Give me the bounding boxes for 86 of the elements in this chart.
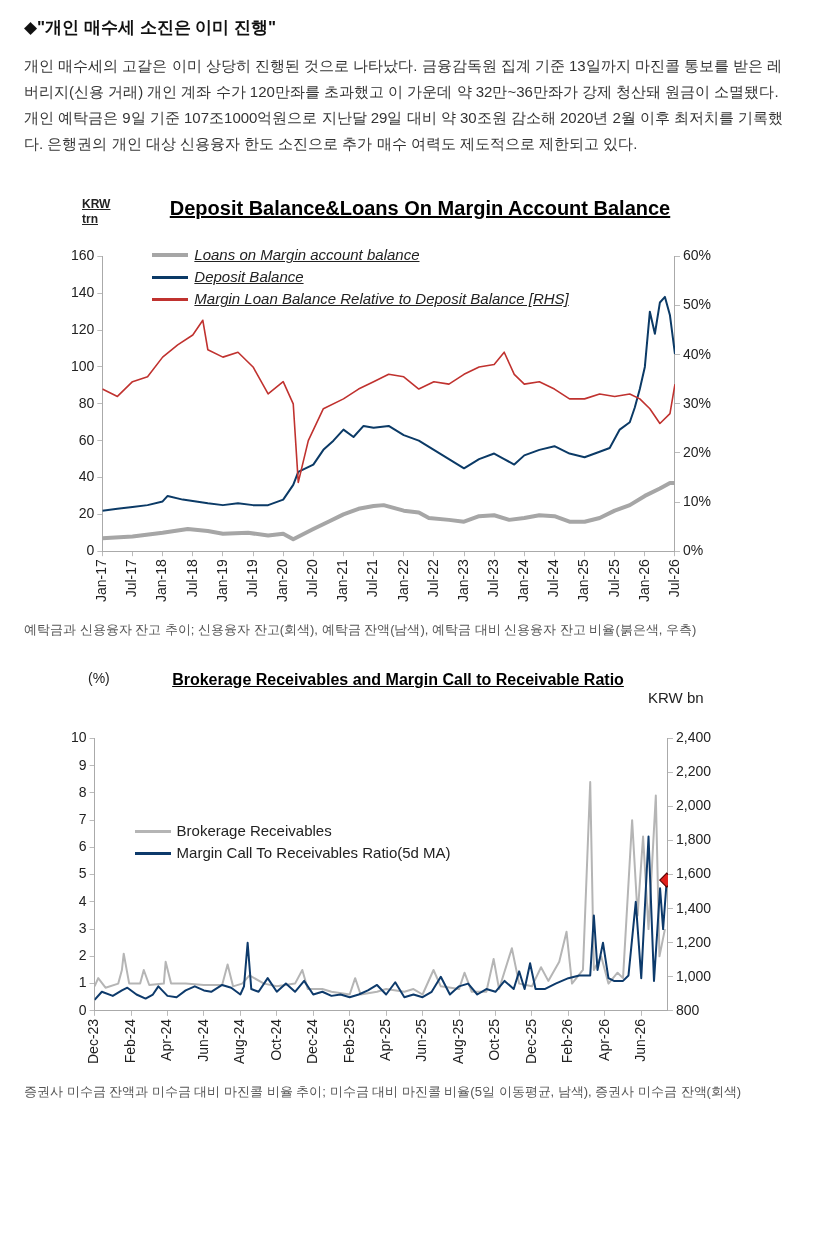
y2-tick-label: 1,400 [675,899,712,916]
x-tick-label: Oct-24 [267,1018,284,1061]
x-tick-label: Jul-19 [243,558,260,598]
y-tick-label: 4 [78,892,87,909]
x-tick-label: Jan-19 [213,558,230,603]
y2-tick-label: 1,600 [675,865,712,882]
y2-tick-label: 2,200 [675,763,712,780]
y-tick-label: 10 [70,729,87,746]
x-tick-label: Jan-22 [394,558,411,603]
x-tick-label: Dec-25 [522,1018,539,1064]
x-tick-label: Dec-23 [85,1018,102,1064]
y-tick-label: 160 [71,247,95,264]
x-tick-label: Jul-17 [123,558,140,598]
text: 예탁금과 신용융자 잔고 추이; 신용융자 잔고(회색), 예탁금 잔액(남색), 예탁금 대비 신용융자 잔고 비율(붉은색, 우측) [24,621,698,639]
y2-tick-label: 40% [682,345,712,362]
y-tick-label: 0 [78,1001,87,1018]
y-tick-label: 2 [78,947,87,964]
y2-tick-label: 2,400 [675,729,712,746]
y-tick-label: 1 [78,974,87,991]
x-tick-label: Jan-25 [575,558,592,603]
x-tick-label: Feb-26 [559,1018,576,1064]
x-tick-label: Jan-24 [515,558,532,603]
x-tick-label: Feb-25 [340,1018,357,1064]
y-axis-title: KRW trn [81,197,112,227]
y2-tick-label: 800 [675,1001,700,1018]
x-tick-label: Jul-25 [605,558,622,598]
y2-tick-label: 1,800 [675,831,712,848]
x-tick-label: Jan-23 [454,558,471,603]
y-axis-title: (%) [87,670,111,686]
y2-tick-label: 20% [682,443,712,460]
y-tick-label: 7 [78,811,87,827]
x-tick-label: Feb-24 [121,1018,138,1064]
x-tick-label: Jul-21 [364,558,381,598]
x-tick-label: Jul-23 [485,558,502,598]
x-tick-label: Oct-25 [486,1018,503,1061]
y-tick-label: 3 [78,919,87,936]
y-tick-label: 140 [71,284,95,301]
y-tick-label: 120 [71,320,95,337]
y-tick-label: 0 [86,542,95,559]
x-tick-label: Jan-18 [153,558,170,603]
x-tick-label: Jul-24 [545,558,562,598]
x-tick-label: Jun-26 [632,1018,649,1062]
x-tick-label: Apr-25 [376,1018,393,1061]
legend-label: Brokerage Receivables [176,821,332,842]
x-tick-label: Jan-17 [93,558,110,603]
y-tick-label: 100 [71,357,95,374]
y2-tick-label: 50% [682,296,712,313]
chart-title: Deposit Balance&Loans On Margin Account Balance [168,197,672,220]
y2-tick-label: 10% [682,492,712,509]
y-tick-label: 5 [78,865,87,882]
x-tick-label: Apr-24 [158,1018,175,1061]
x-tick-label: Jan-21 [334,558,351,603]
y2-tick-label: 0% [682,542,704,559]
x-tick-label: Apr-26 [595,1018,612,1061]
x-tick-label: Jan-26 [635,558,652,603]
legend-label: Deposit Balance [194,267,304,288]
x-tick-label: Jul-22 [424,558,441,598]
y2-tick-label: 60% [682,247,712,264]
x-tick-label: Jun-24 [194,1018,211,1062]
text: 개인 매수세의 고갈은 이미 상당히 진행된 것으로 나타났다. 금융감독원 집계 기준 13일까지 마진콜 통보를 받은 레버리지(신용 거래) 개인 계좌 수가 120만좌를 초과했고 이 가운데 약 32만~36만좌가 강제 청산돼 원금이 소멸됐다. 개인 예탁금은 9일 기준 107조1000억원으로 지난달 29일 대비 약 30조원 감소해 2020년 2월 이후 최저치를 기록했다. 은행권의 개인 대상 신용융자 한도 소진으로 추가 매수 여력도 제도적으로 제한되고 있다. [24,56,785,154]
y-tick-label: 20 [78,505,95,522]
y-tick-label: 6 [78,838,87,855]
y-tick-label: 8 [78,783,87,800]
text: 증권사 미수금 잔액과 미수금 대비 마진콜 비율 추이; 미수금 대비 마진콜 비율(5일 이동평균, 남색), 증권사 미수금 잔액(회색) [24,1083,743,1101]
x-tick-label: Aug-24 [231,1018,248,1065]
chart-title: Brokerage Receivables and Margin Call to Receivable Ratio [171,671,625,689]
y-tick-label: 80 [78,394,95,411]
y-tick-label: 60 [78,431,95,448]
x-tick-label: Dec-24 [304,1018,321,1064]
y-tick-label: 9 [78,756,87,773]
y-tick-label: 40 [78,468,95,485]
x-tick-label: Jul-20 [304,558,321,598]
y2-tick-label: 1,200 [675,933,712,950]
legend-label: Margin Call To Receivables Ratio(5d MA) [176,843,451,864]
y2-tick-label: 30% [682,394,712,411]
y2-tick-label: 2,000 [675,797,712,814]
legend-label: Loans on Margin account balance [194,245,420,266]
text: ◆"개인 매수세 소진은 이미 진행" [24,17,278,39]
x-tick-label: Jan-20 [274,558,291,603]
x-tick-label: Jun-25 [413,1018,430,1062]
legend-label: Margin Loan Balance Relative to Deposit Balance [RHS] [194,289,569,310]
y2-axis-title: KRW bn [648,688,705,706]
x-tick-label: Jul-18 [183,558,200,598]
x-tick-label: Aug-25 [449,1018,466,1065]
x-tick-label: Jul-26 [665,558,682,598]
y2-tick-label: 1,000 [675,967,712,984]
